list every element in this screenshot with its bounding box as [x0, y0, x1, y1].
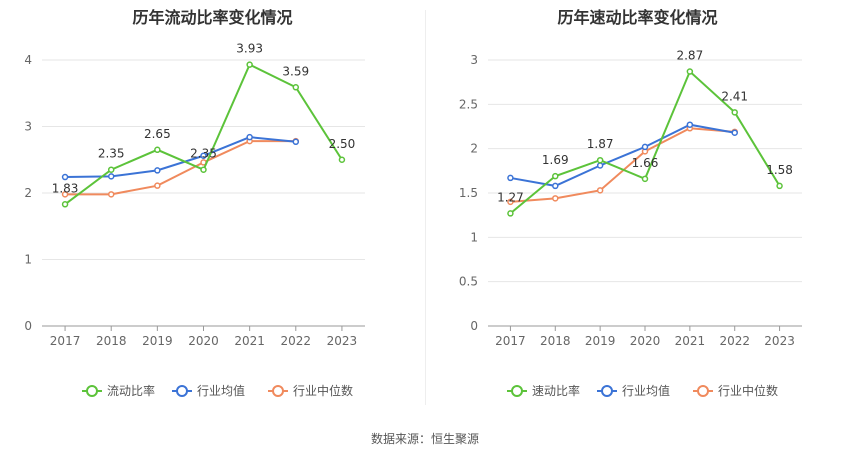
data-point: [338, 156, 346, 163]
data-label: 3.93: [236, 42, 263, 56]
data-point: [507, 174, 514, 182]
y-tick-label: 0: [470, 319, 478, 333]
data-point: [686, 121, 694, 128]
y-tick-label: 2.5: [459, 97, 478, 111]
y-tick-label: 2: [24, 186, 32, 200]
chart-title: 历年流动比率变化情况: [132, 8, 293, 27]
data-point: [292, 84, 300, 91]
x-tick-label: 2022: [719, 334, 750, 348]
y-tick-label: 1.5: [459, 186, 478, 200]
data-label: 1.58: [766, 163, 793, 177]
y-tick-label: 1: [470, 230, 478, 244]
data-point: [641, 175, 649, 183]
data-point: [507, 210, 514, 217]
x-tick-label: 2017: [495, 334, 526, 348]
y-tick-label: 2: [470, 142, 478, 156]
legend-swatch-marker: [86, 385, 98, 397]
data-point: [61, 173, 69, 181]
legend-label: 行业中位数: [718, 383, 778, 398]
data-point: [246, 133, 253, 141]
legend-label: 流动比率: [107, 383, 155, 398]
legend-label: 行业均值: [197, 383, 245, 398]
data-label: 2.41: [721, 89, 748, 103]
data-point: [107, 191, 115, 198]
data-point: [107, 173, 115, 180]
data-label: 1.27: [497, 190, 524, 204]
legend-swatch-marker: [511, 385, 523, 397]
x-tick-label: 2018: [96, 334, 127, 348]
data-point: [200, 166, 207, 173]
y-tick-label: 1: [24, 253, 32, 267]
data-point: [596, 187, 604, 194]
data-point: [200, 152, 207, 160]
x-tick-label: 2020: [630, 334, 661, 348]
y-tick-label: 0: [24, 319, 32, 333]
data-point: [641, 143, 649, 151]
x-tick-label: 2023: [327, 334, 358, 348]
legend-label: 行业中位数: [293, 383, 353, 398]
current-ratio-plot: 0 1 2 3 4 2017 2018 2019 2020 2021 2022 2023 1.83 2.3…: [24, 42, 365, 398]
data-point: [61, 201, 69, 208]
legend-swatch-marker: [176, 385, 188, 397]
x-tick-label: 2021: [234, 334, 265, 348]
data-label: 2.50: [329, 137, 356, 151]
data-point: [552, 172, 559, 180]
data-point: [507, 198, 514, 206]
quick-ratio-plot: 0 0.5 1 1.5 2 2.5 3 2017 2018 2019 2020 2021 2022 202…: [459, 49, 802, 398]
legend-label: 速动比率: [532, 383, 580, 398]
quick-ratio-chart: 历年速动比率变化情况 0 0.5 1 1.5 2 2.5 3 2017 2018 2019 2020…: [425, 0, 850, 420]
data-point: [731, 109, 738, 116]
y-tick-label: 0.5: [459, 275, 478, 289]
data-point: [154, 182, 161, 189]
x-tick-label: 2022: [281, 334, 312, 348]
data-label: 1.69: [542, 153, 569, 167]
data-point: [731, 129, 738, 136]
y-tick-label: 4: [24, 53, 32, 67]
data-point: [107, 166, 115, 173]
data-point: [552, 195, 559, 202]
legend-label: 行业均值: [622, 383, 670, 398]
data-label: 2.65: [144, 127, 171, 141]
data-point: [154, 167, 161, 174]
legend-swatch-marker: [272, 385, 284, 397]
data-point: [596, 156, 604, 164]
data-label: 1.66: [632, 156, 659, 170]
data-label: 1.83: [52, 181, 79, 195]
legend-swatch-marker: [697, 385, 709, 397]
x-tick-label: 2020: [188, 334, 219, 348]
data-point: [61, 191, 69, 198]
data-label: 2.35: [190, 147, 217, 161]
x-tick-label: 2018: [540, 334, 571, 348]
current-ratio-chart: 历年流动比率变化情况 0 1 2 3 4 2017 2018 2019 2020 2021 2022…: [0, 0, 425, 420]
y-tick-label: 3: [470, 53, 478, 67]
data-point: [246, 61, 253, 68]
data-point: [154, 146, 161, 154]
data-point: [776, 182, 783, 190]
data-point: [292, 138, 300, 146]
y-tick-label: 3: [24, 120, 32, 134]
data-label: 3.59: [282, 64, 309, 78]
x-tick-label: 2017: [50, 334, 81, 348]
series-line: [64, 63, 343, 206]
data-label: 2.35: [98, 147, 125, 161]
data-point: [686, 68, 694, 75]
x-tick-label: 2019: [142, 334, 173, 348]
panel-divider: [425, 10, 426, 405]
series-line: [65, 140, 296, 196]
chart-title: 历年速动比率变化情况: [557, 8, 718, 27]
series-line: [510, 123, 735, 187]
legend-swatch-marker: [601, 385, 613, 397]
data-label: 2.87: [676, 49, 703, 63]
data-point: [552, 182, 559, 190]
data-source-note: 数据来源：恒生聚源: [370, 432, 479, 446]
x-tick-label: 2023: [764, 334, 795, 348]
series-line: [510, 127, 735, 203]
x-tick-label: 2021: [675, 334, 706, 348]
data-label: 1.87: [587, 137, 614, 151]
x-tick-label: 2019: [585, 334, 616, 348]
data-point: [596, 162, 604, 169]
